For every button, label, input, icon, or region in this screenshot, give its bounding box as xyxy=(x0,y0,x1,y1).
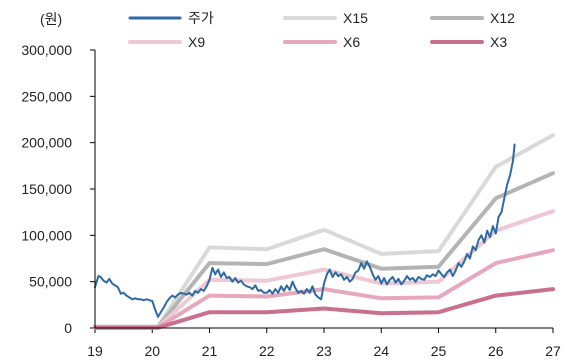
x-axis-ticks: 19 20 21 22 23 24 25 26 27 xyxy=(87,328,561,359)
x-tick-label: 21 xyxy=(202,343,218,359)
x-tick-label: 26 xyxy=(488,343,504,359)
y-tick-label: 250,000 xyxy=(21,88,72,104)
legend-label: X9 xyxy=(188,34,205,50)
series-layer xyxy=(93,133,555,330)
series-line-price xyxy=(94,143,516,318)
x-tick-label: 22 xyxy=(259,343,275,359)
y-axis-unit-label: (원) xyxy=(40,11,62,27)
x-tick-label: 27 xyxy=(545,343,561,359)
series-line-x12 xyxy=(93,171,555,329)
x-tick-label: 23 xyxy=(316,343,332,359)
y-axis-ticks: 0 50,000 100,000 150,000 200,000 250,000 300,0… xyxy=(21,42,95,336)
y-tick-label: 200,000 xyxy=(21,135,72,151)
y-tick-label: 150,000 xyxy=(21,181,72,197)
legend-label: 주가 xyxy=(188,10,214,26)
y-tick-label: 300,000 xyxy=(21,42,72,58)
y-tick-label: 50,000 xyxy=(29,274,72,290)
legend-label: X12 xyxy=(490,10,515,26)
legend: 주가 X15 X12 X9 X6 X3 xyxy=(128,10,515,50)
legend-label: X15 xyxy=(343,10,368,26)
x-tick-label: 20 xyxy=(144,343,160,359)
x-tick-label: 19 xyxy=(87,343,103,359)
y-tick-label: 100,000 xyxy=(21,227,72,243)
y-tick-label: 0 xyxy=(64,320,72,336)
x-tick-label: 25 xyxy=(431,343,447,359)
x-tick-label: 24 xyxy=(373,343,389,359)
legend-label: X6 xyxy=(343,34,360,50)
legend-label: X3 xyxy=(490,34,507,50)
